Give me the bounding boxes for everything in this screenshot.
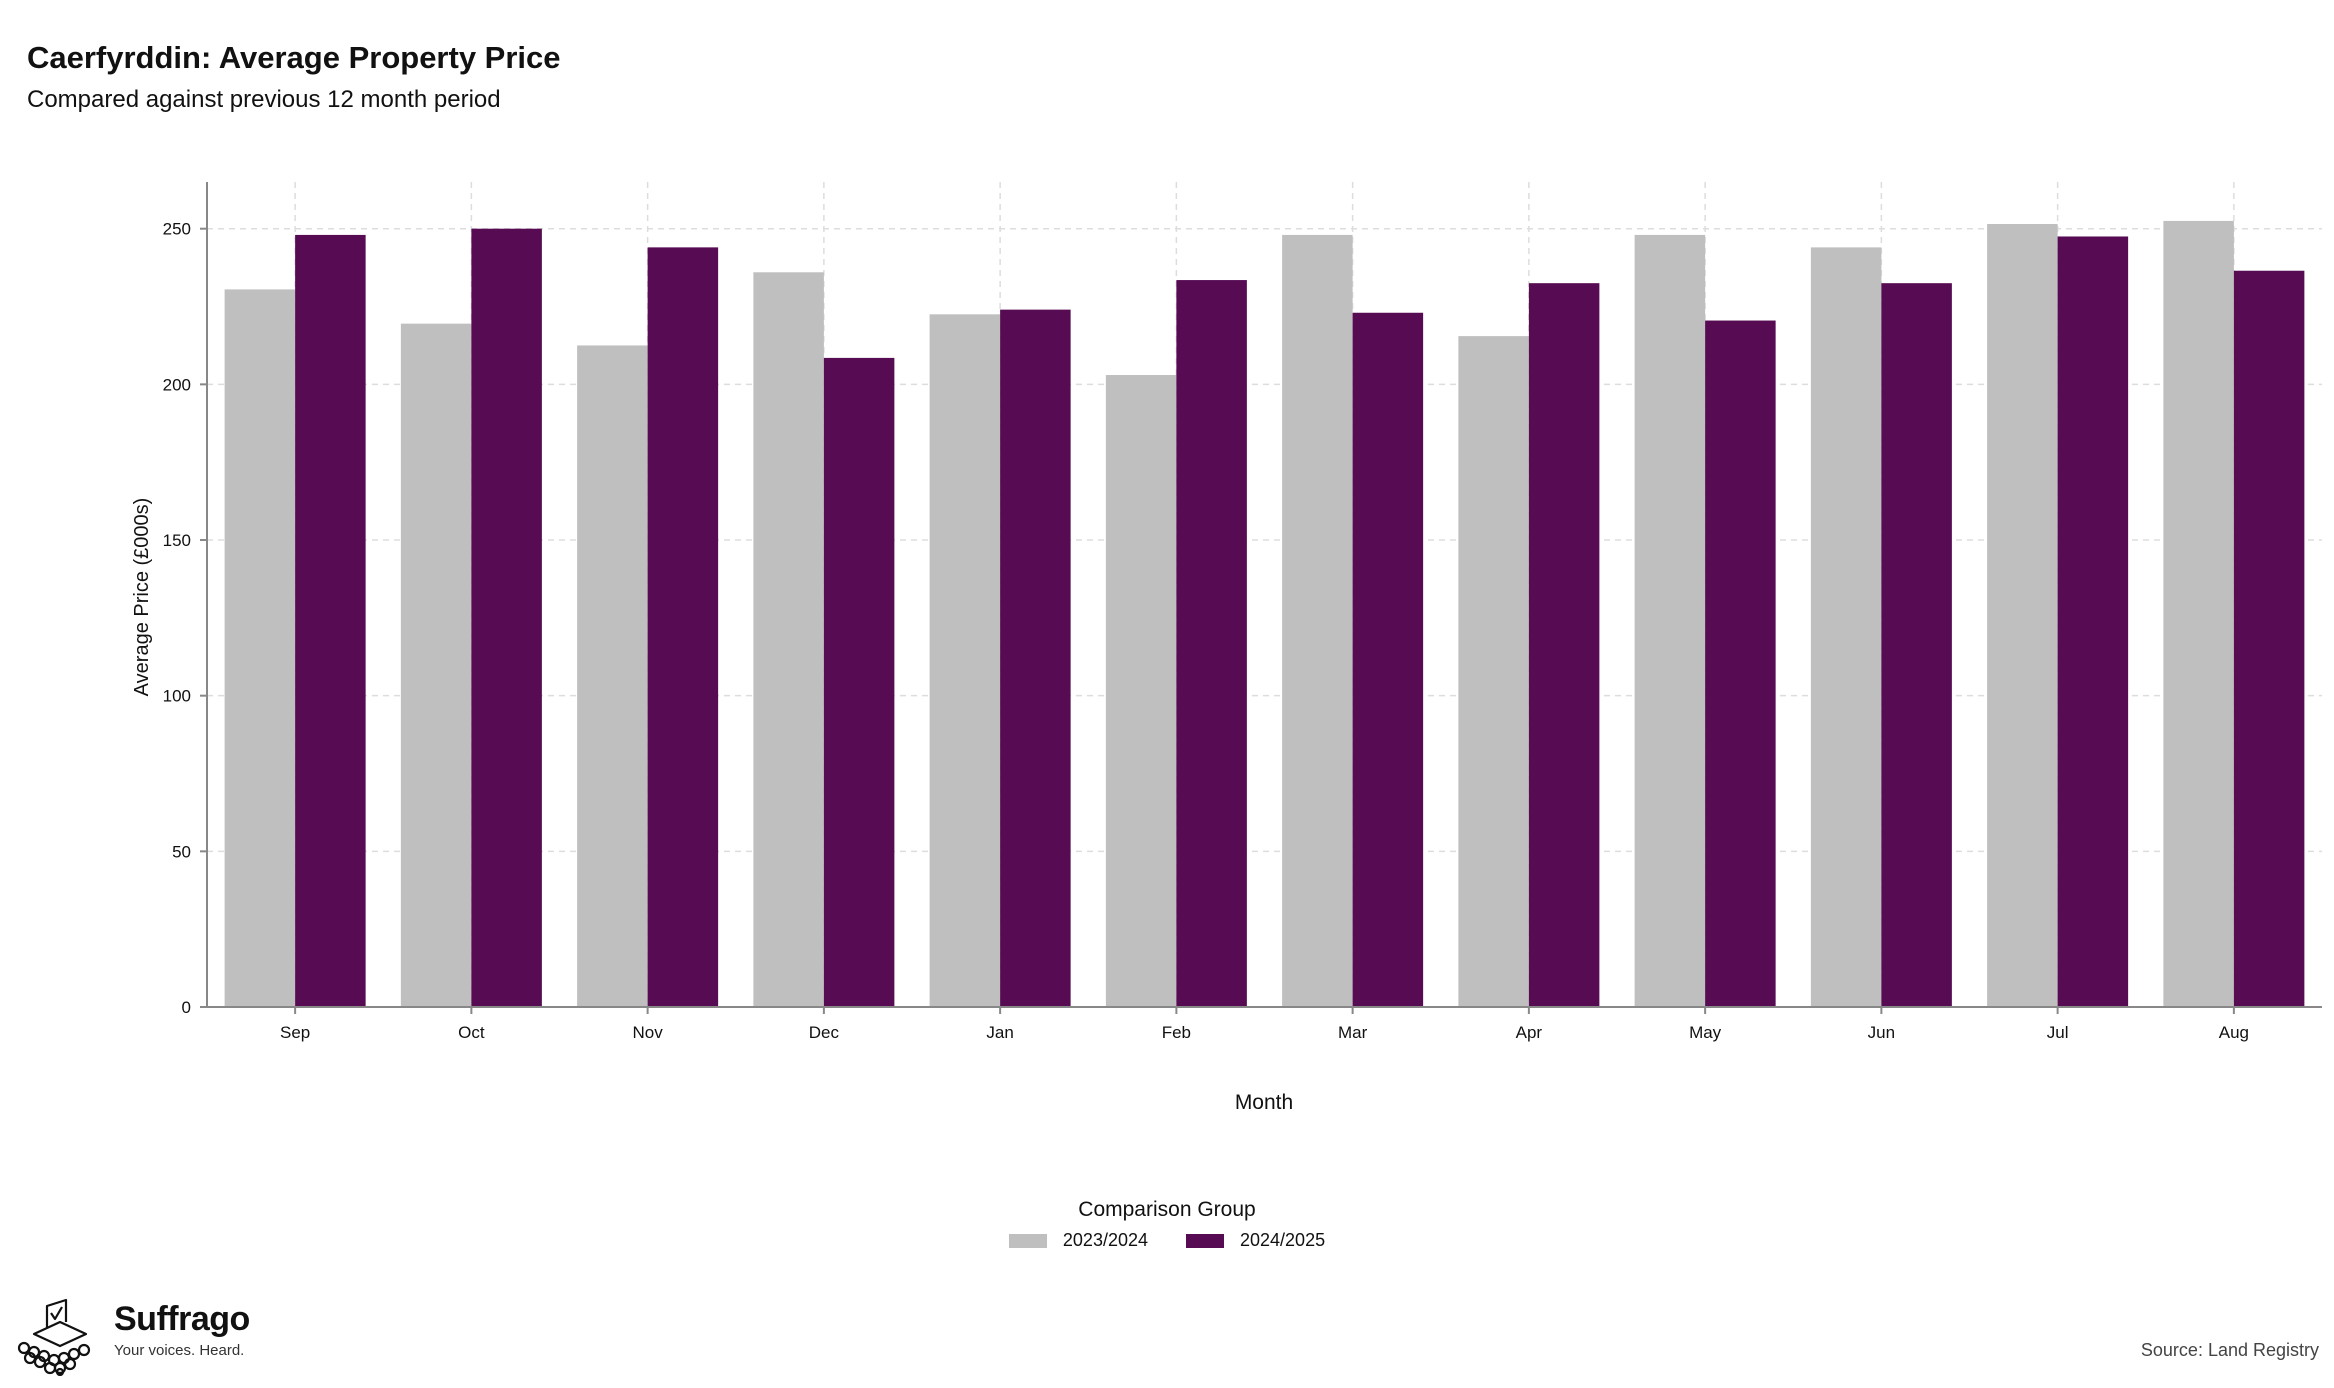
bar-2023-2024-dec — [753, 272, 824, 1007]
bar-2024-2025-jun — [1881, 283, 1952, 1007]
legend-item-2023-2024: 2023/2024 — [1008, 1230, 1148, 1251]
logo-name: Suffrago — [114, 1300, 250, 1338]
suffrago-logo: Suffrago Your voices. Heard. — [14, 1292, 250, 1376]
bar-2024-2025-sep — [295, 234, 366, 1007]
legend: Comparison Group 2023/2024 2024/2025 — [0, 1198, 2334, 1251]
bar-chart: 0 50 100 150 200 250 Sep Oct Nov Dec Jan Feb Mar Apr M… — [131, 182, 2322, 1114]
bar-2023-2024-mar — [1282, 234, 1353, 1007]
x-tick-label: Aug — [2219, 1023, 2249, 1042]
y-tick-label: 150 — [163, 531, 191, 550]
y-tick-label: 200 — [163, 375, 191, 394]
bar-2023-2024-sep — [224, 289, 296, 1008]
x-tick-label: Mar — [1338, 1023, 1368, 1042]
x-tick-label: Jul — [2047, 1023, 2069, 1042]
chart-title: Caerfyrddin: Average Property Price — [27, 40, 561, 75]
bar-2023-2024-apr — [1458, 336, 1529, 1007]
bar-2023-2024-may — [1634, 234, 1706, 1007]
legend-swatch-2024-2025 — [1186, 1233, 1224, 1248]
legend-label-2023-2024: 2023/2024 — [1062, 1230, 1148, 1250]
ballot-box-icon — [17, 1298, 91, 1376]
y-axis-label: Average Price (£000s) — [131, 498, 153, 697]
bar-2023-2024-nov — [577, 345, 648, 1008]
bar-2024-2025-aug — [2233, 270, 2305, 1007]
x-tick-label: Oct — [458, 1023, 485, 1042]
bar-2024-2025-mar — [1352, 312, 1424, 1007]
bar-2024-2025-dec — [823, 357, 895, 1007]
x-tick-label: Jan — [986, 1023, 1013, 1042]
bar-2024-2025-apr — [1528, 283, 1600, 1007]
bar-2024-2025-oct — [471, 228, 542, 1007]
bar-2024-2025-jan — [1000, 309, 1071, 1008]
y-tick-label: 100 — [163, 687, 191, 706]
bar-2024-2025-jul — [2057, 236, 2129, 1007]
logo-tagline: Your voices. Heard. — [114, 1342, 245, 1359]
bars — [224, 220, 2305, 1008]
x-tick-label: Apr — [1516, 1023, 1543, 1042]
bar-2024-2025-may — [1705, 320, 1776, 1008]
y-tick-label: 250 — [163, 220, 191, 239]
bar-2023-2024-jun — [1810, 247, 1882, 1007]
legend-swatch-2023-2024 — [1008, 1233, 1047, 1248]
bar-2023-2024-jul — [1987, 224, 2058, 1007]
bar-2024-2025-nov — [647, 247, 719, 1007]
legend-label-2024-2025: 2024/2025 — [1240, 1230, 1326, 1250]
bar-2023-2024-feb — [1105, 375, 1177, 1007]
y-tick-label: 0 — [182, 998, 191, 1017]
bar-2024-2025-feb — [1176, 280, 1247, 1007]
x-tick-label: Jun — [1868, 1023, 1895, 1042]
y-tick-label: 50 — [172, 842, 191, 861]
x-tick-label: May — [1689, 1023, 1722, 1042]
x-tick-label: Feb — [1162, 1023, 1191, 1042]
legend-title: Comparison Group — [1078, 1198, 1256, 1221]
legend-items: 2023/2024 2024/2025 — [0, 1230, 2334, 1251]
chart-subtitle: Compared against previous 12 month perio… — [27, 86, 501, 113]
x-tick-label: Dec — [809, 1023, 840, 1042]
x-tick-label: Nov — [633, 1023, 664, 1042]
source-note: Source: Land Registry — [2140, 1340, 2319, 1360]
bar-2023-2024-aug — [2163, 220, 2234, 1007]
x-axis-label: Month — [1235, 1091, 1293, 1114]
bar-2023-2024-oct — [400, 323, 472, 1007]
x-tick-label: Sep — [280, 1023, 310, 1042]
legend-item-2024-2025: 2024/2025 — [1186, 1230, 1325, 1251]
bar-2023-2024-jan — [929, 314, 1001, 1008]
axes: 0 50 100 150 200 250 Sep Oct Nov Dec Jan Feb Mar Apr M… — [163, 182, 2322, 1042]
